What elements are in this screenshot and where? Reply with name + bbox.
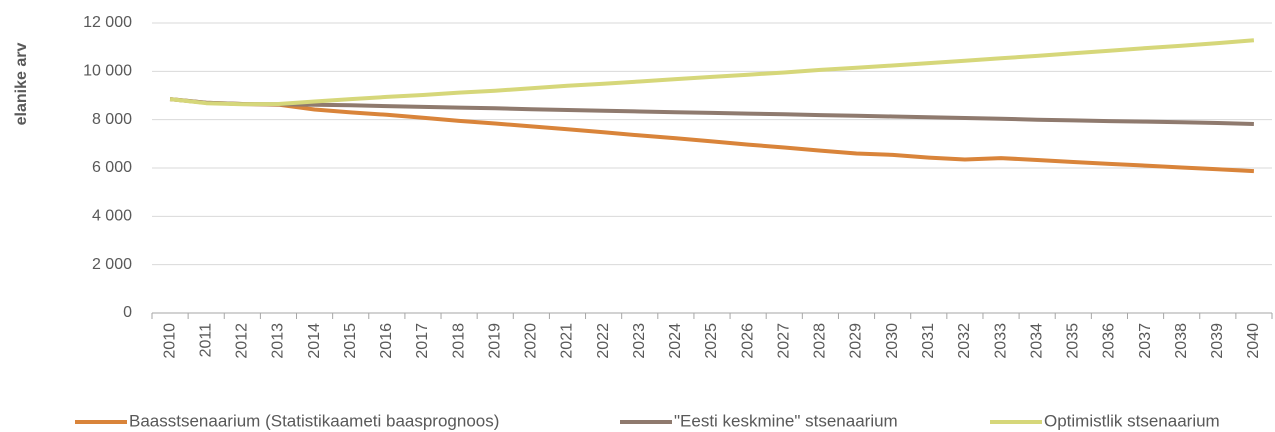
x-tick-label: 2017: [414, 323, 431, 359]
legend-label: Baasstsenaarium (Statistikaameti baaspro…: [129, 411, 499, 430]
x-tick-label: 2036: [1101, 323, 1118, 359]
y-tick-label: 6 000: [92, 159, 132, 176]
x-tick-label: 2012: [234, 323, 251, 359]
x-tick-label: 2028: [812, 323, 829, 359]
x-tick-label: 2018: [450, 323, 467, 359]
x-tick-label: 2013: [270, 323, 287, 359]
x-tick-label: 2027: [775, 323, 792, 359]
x-tick-label: 2024: [667, 323, 684, 359]
x-tick-label: 2026: [739, 323, 756, 359]
x-tick-label: 2032: [956, 323, 973, 359]
x-tick-label: 2010: [161, 323, 178, 359]
y-axis-label: elanike arv: [13, 43, 30, 126]
x-tick-label: 2039: [1209, 323, 1226, 359]
x-tick-label: 2034: [1028, 323, 1045, 359]
x-tick-label: 2035: [1065, 323, 1082, 359]
x-tick-label: 2038: [1173, 323, 1190, 359]
y-tick-label: 10 000: [83, 63, 132, 80]
series-line: [169, 97, 1254, 126]
legend-label: Optimistlik stsenaarium: [1044, 411, 1220, 430]
x-tick-label: 2037: [1137, 323, 1154, 359]
y-tick-label: 8 000: [92, 111, 132, 128]
x-tick-label: 2029: [848, 323, 865, 359]
x-tick-label: 2033: [992, 323, 1009, 359]
x-tick-label: 2020: [523, 323, 540, 359]
y-tick-label: 2 000: [92, 256, 132, 273]
x-tick-label: 2023: [631, 323, 648, 359]
x-tick-label: 2025: [703, 323, 720, 359]
x-tick-label: 2015: [342, 323, 359, 359]
x-tick-label: 2019: [486, 323, 503, 359]
x-tick-label: 2021: [559, 323, 576, 359]
x-tick-label: 2022: [595, 323, 612, 359]
y-tick-label: 0: [123, 304, 132, 321]
y-tick-label: 12 000: [83, 14, 132, 31]
x-tick-label: 2014: [306, 323, 323, 359]
x-tick-label: 2016: [378, 323, 395, 359]
legend-label: "Eesti keskmine" stsenaarium: [674, 411, 898, 430]
series-line: [169, 38, 1255, 107]
series-line: [169, 97, 1255, 174]
x-tick-label: 2011: [197, 323, 214, 358]
x-tick-label: 2040: [1245, 323, 1262, 359]
y-tick-label: 4 000: [92, 208, 132, 225]
x-tick-label: 2031: [920, 323, 937, 359]
x-tick-label: 2030: [884, 323, 901, 359]
